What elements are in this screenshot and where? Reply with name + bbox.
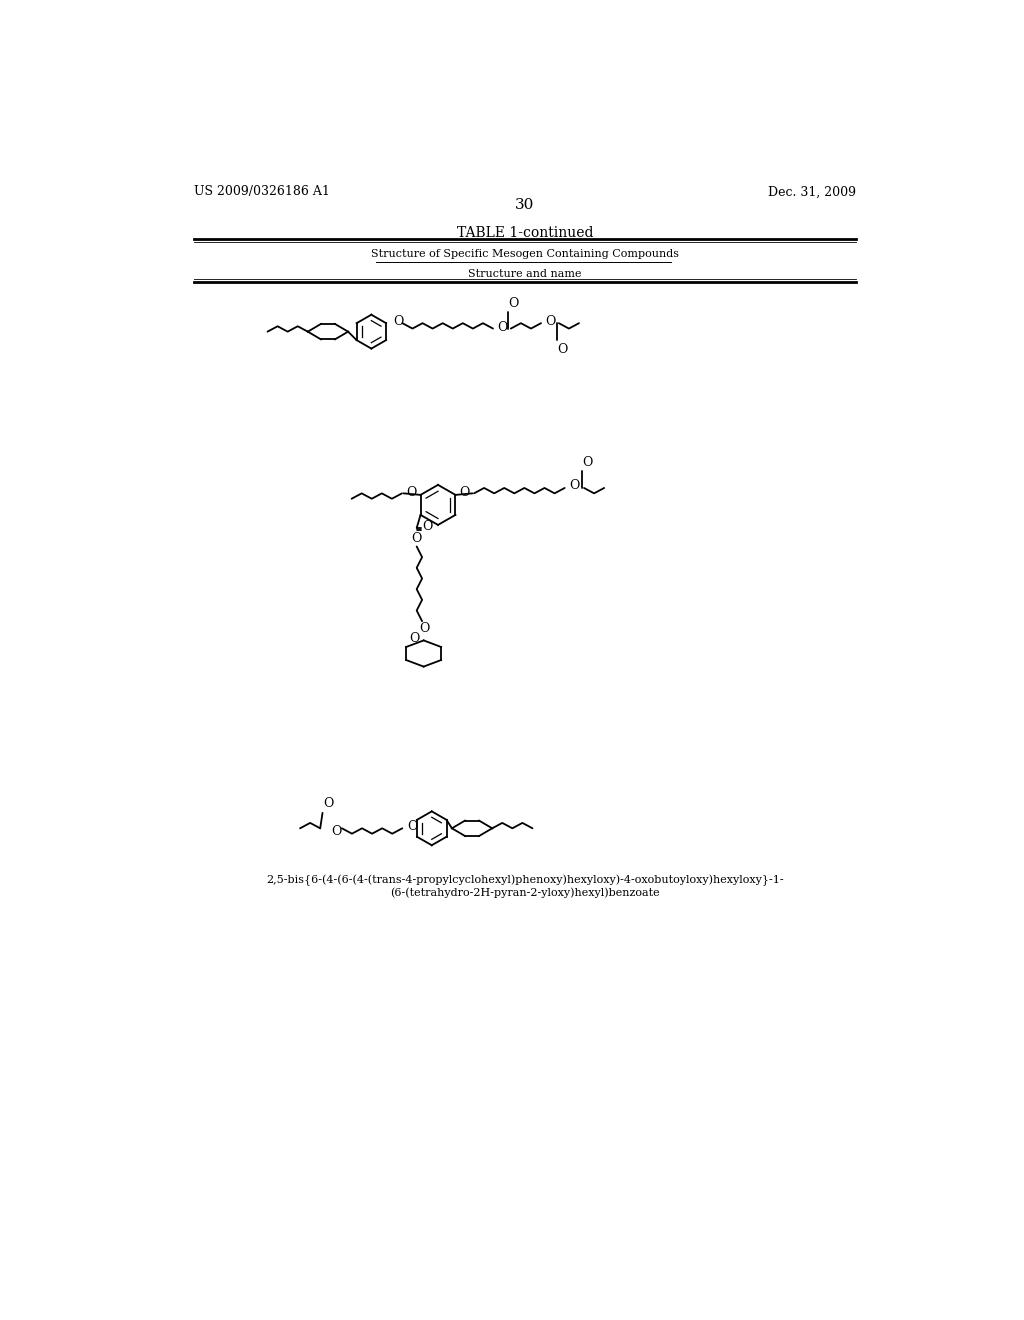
Text: O: O [407,486,417,499]
Text: Dec. 31, 2009: Dec. 31, 2009 [768,185,856,198]
Text: (6-(tetrahydro-2H-pyran-2-yloxy)hexyl)benzoate: (6-(tetrahydro-2H-pyran-2-yloxy)hexyl)be… [390,887,659,898]
Text: O: O [408,820,418,833]
Text: Structure of Specific Mesogen Containing Compounds: Structure of Specific Mesogen Containing… [371,249,679,259]
Text: O: O [569,479,580,492]
Text: O: O [509,297,519,310]
Text: Structure and name: Structure and name [468,269,582,280]
Text: O: O [582,455,592,469]
Text: O: O [323,797,333,810]
Text: 2,5-bis{6-(4-(6-(4-(trans-4-propylcyclohexyl)phenoxy)hexyloxy)-4-oxobutoyloxy)he: 2,5-bis{6-(4-(6-(4-(trans-4-propylcycloh… [266,875,783,886]
Text: O: O [422,520,433,533]
Text: O: O [393,315,403,329]
Text: O: O [410,632,420,645]
Text: 30: 30 [515,198,535,213]
Text: US 2009/0326186 A1: US 2009/0326186 A1 [194,185,330,198]
Text: O: O [412,532,422,545]
Text: O: O [546,315,556,329]
Text: O: O [419,622,430,635]
Text: TABLE 1-continued: TABLE 1-continued [457,226,593,240]
Text: O: O [498,321,508,334]
Text: O: O [331,825,341,838]
Text: O: O [557,343,567,356]
Text: O: O [460,486,470,499]
